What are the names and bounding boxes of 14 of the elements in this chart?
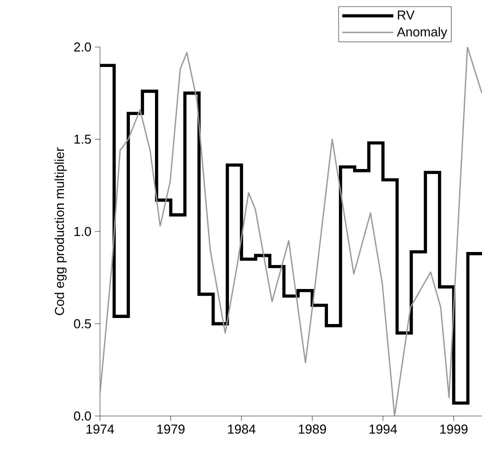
x-tick-label: 1994	[370, 424, 397, 434]
y-tick-label: 0.5	[74, 319, 91, 328]
x-tick-label: 1974	[86, 424, 114, 434]
y-tick-label: 1.5	[74, 134, 91, 144]
x-tick-label: 1999	[440, 424, 468, 434]
y-axis-title: Cod egg production multiplier	[54, 148, 67, 316]
legend-label: Anomaly	[396, 26, 448, 40]
x-tick-label: 1984	[228, 424, 256, 434]
y-tick-label: 1.0	[74, 226, 91, 236]
x-tick-label: 1989	[298, 424, 326, 434]
legend-label: RV	[398, 10, 415, 20]
y-tick-label: 0.0	[74, 411, 91, 421]
x-tick-label: 1979	[157, 424, 185, 434]
y-tick-label: 2.0	[74, 42, 91, 52]
